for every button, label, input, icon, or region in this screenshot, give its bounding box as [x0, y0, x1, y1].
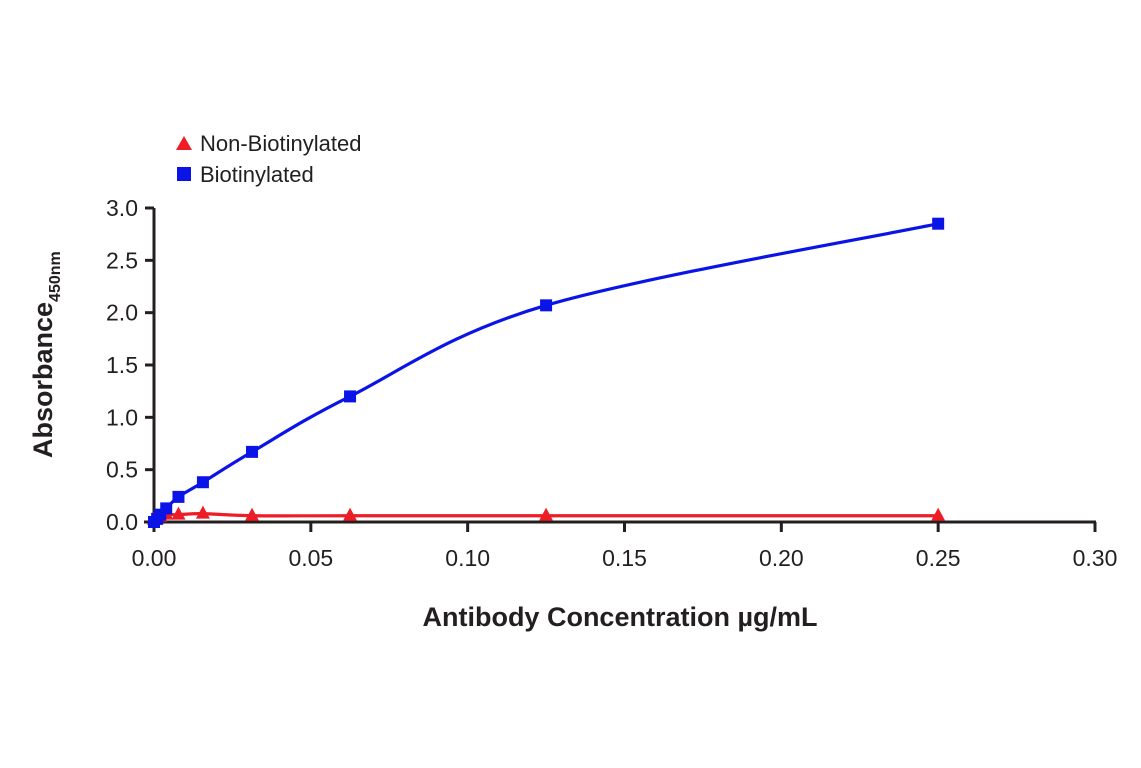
square-marker-icon — [246, 445, 259, 458]
x-tick-label: 0.10 — [445, 545, 490, 571]
x-tick-label: 0.00 — [132, 545, 177, 571]
x-tick-label: 0.20 — [759, 545, 804, 571]
y-tick-label: 0.0 — [106, 509, 138, 535]
legend-item-non-biotinylated[interactable]: Non-Biotinylated — [176, 131, 361, 156]
x-tick-label: 0.25 — [916, 545, 961, 571]
triangle-marker-icon — [245, 507, 260, 521]
triangle-marker-icon — [171, 506, 186, 520]
square-marker-icon — [160, 502, 173, 515]
y-tick-label: 2.0 — [106, 300, 138, 326]
y-axis-label: Absorbance — [28, 302, 58, 458]
square-marker-icon — [540, 299, 553, 312]
triangle-marker-icon — [195, 505, 210, 519]
x-tick-label: 0.30 — [1073, 545, 1118, 571]
triangle-marker-icon — [343, 507, 358, 521]
square-marker-icon — [932, 217, 945, 230]
y-tick-label: 1.0 — [106, 404, 138, 430]
axes: 0.0 0.5 1.0 1.5 2.0 2.5 3.0 0.00 0.05 0.10 0.15 0.2… — [106, 195, 1117, 571]
series-layer — [147, 217, 946, 528]
square-marker-icon — [196, 476, 209, 489]
legend-label: Biotinylated — [200, 162, 314, 187]
square-marker-icon — [172, 490, 185, 503]
triangle-marker-icon — [176, 136, 192, 150]
series-biotinylated — [148, 217, 945, 528]
x-axis-label: Antibody Concentration µg/mL — [422, 602, 817, 632]
x-tick-label: 0.15 — [602, 545, 647, 571]
triangle-marker-icon — [539, 507, 554, 521]
svg-text:Absorbance450nm: Absorbance450nm — [28, 251, 64, 458]
y-tick-label: 1.5 — [106, 352, 138, 378]
square-marker-icon — [344, 390, 357, 403]
legend-item-biotinylated[interactable]: Biotinylated — [177, 162, 314, 187]
y-tick-label: 2.5 — [106, 247, 138, 273]
triangle-marker-icon — [931, 507, 946, 521]
y-tick-label: 0.5 — [106, 457, 138, 483]
series-line — [152, 222, 939, 524]
square-marker-icon — [177, 167, 191, 181]
y-tick-label: 3.0 — [106, 195, 138, 221]
y-axis-title: Absorbance450nm — [28, 251, 64, 458]
legend-label: Non-Biotinylated — [200, 131, 361, 156]
x-tick-label: 0.05 — [288, 545, 333, 571]
y-axis-subscript: 450nm — [47, 251, 64, 302]
legend: Non-Biotinylated Biotinylated — [176, 131, 361, 187]
